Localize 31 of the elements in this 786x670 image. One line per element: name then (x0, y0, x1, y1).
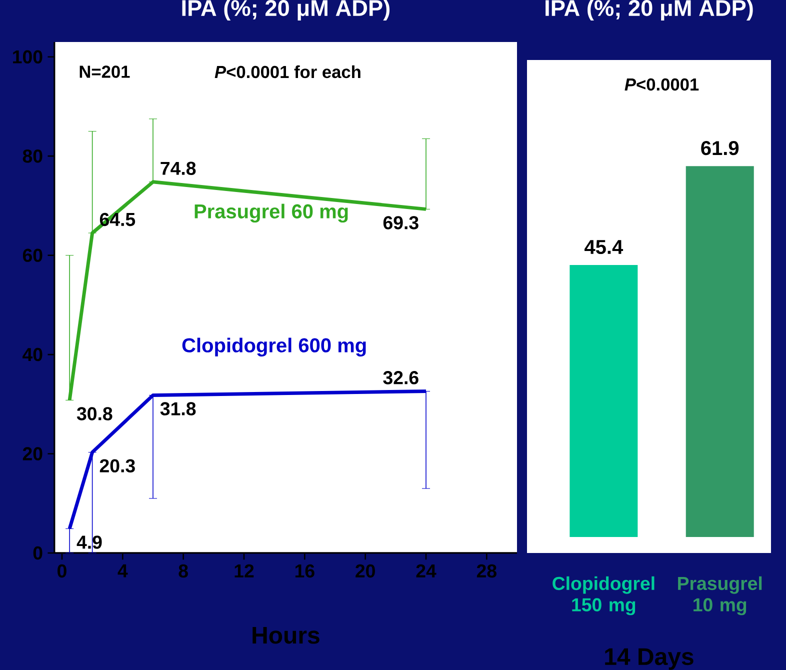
y-tick-label: 100 (13, 50, 42, 64)
y-tick-label: 80 (22, 149, 42, 163)
x-tick-label: Prasugrel 10 mg (678, 576, 762, 616)
data-label: 74.8 (160, 162, 196, 175)
data-label: 69.3 (383, 216, 418, 230)
annotation: P<0.0001 for each (214, 65, 360, 78)
x-tick-label: 12 (234, 564, 254, 578)
data-label: 20.3 (100, 459, 135, 472)
x-tick-label: 20 (356, 564, 375, 578)
x-tick-label: 8 (178, 564, 188, 578)
text: P<0.0001 (624, 78, 699, 91)
series-label: Prasugrel 60 mg (194, 204, 348, 223)
x-tick-label: Clopidogrel 150 mg (552, 576, 654, 616)
y-tick-label: 40 (22, 348, 42, 362)
data-label: 61.9 (701, 140, 739, 156)
series-label: Clopidogrel 600 mg (182, 338, 366, 356)
annotation: N=201 (80, 66, 130, 78)
x-tick-label: 24 (416, 564, 436, 578)
data-label: 31.8 (160, 402, 196, 416)
x-tick-label: 4 (118, 564, 128, 578)
x-tick-label: 28 (476, 564, 496, 578)
x-tick-label: 16 (295, 564, 314, 578)
x-tick-label: 0 (58, 564, 66, 578)
y-tick-label: 60 (22, 248, 42, 262)
x-axis-title: Hours (252, 627, 320, 644)
data-label: 45.4 (584, 240, 624, 254)
y-tick-label: 0 (33, 546, 42, 560)
data-label: 32.6 (383, 371, 418, 384)
y-tick-label: 20 (22, 447, 42, 460)
data-label: 30.8 (76, 407, 112, 420)
x-axis-title: 14 Days (605, 648, 694, 670)
